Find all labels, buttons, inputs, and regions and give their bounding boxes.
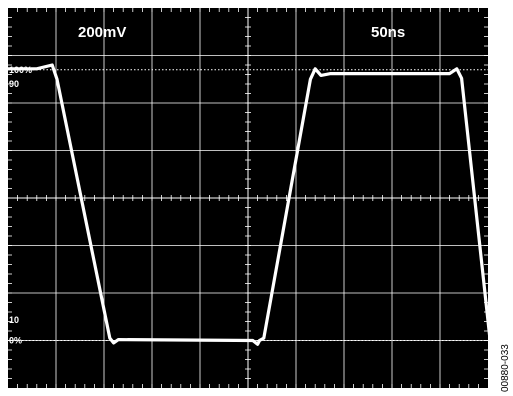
figure-id: 00880-033 — [500, 344, 511, 392]
level-label-0: 0% — [9, 336, 22, 346]
time-per-div-label: 50ns — [371, 24, 405, 41]
signal-trace — [6, 63, 492, 346]
volts-per-div-label: 200mV — [78, 24, 126, 41]
level-label-90: 90 — [9, 79, 19, 89]
level-label-10: 10 — [9, 315, 19, 325]
